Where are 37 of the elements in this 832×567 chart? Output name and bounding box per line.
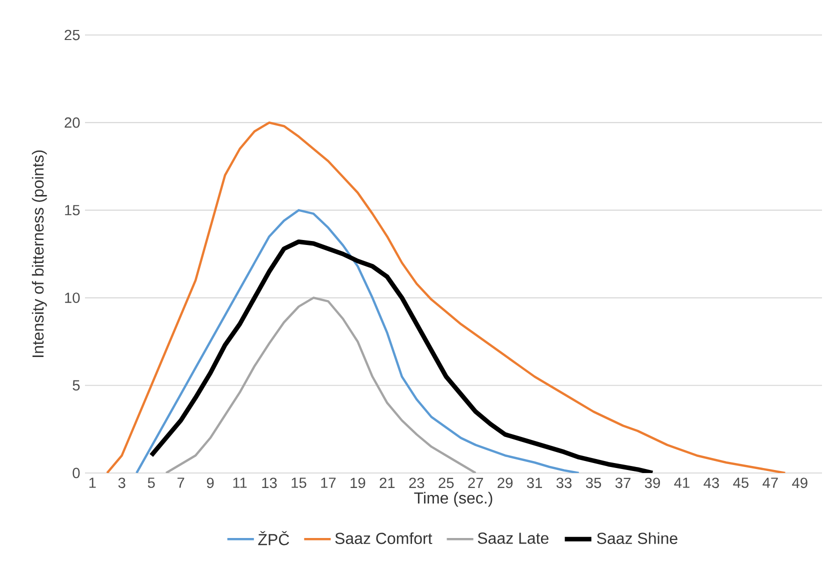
x-tick-label: 17 [321, 478, 336, 488]
y-tick-label: 0 [72, 468, 80, 478]
x-tick-label: 27 [468, 478, 484, 488]
x-tick-label: 21 [380, 478, 395, 488]
x-tick-label: 11 [233, 478, 247, 488]
y-axis-title: Intensity of bitterness (points) [32, 150, 47, 357]
x-tick-label: 25 [438, 478, 454, 488]
x-tick-label: 9 [206, 478, 214, 488]
x-tick-label: 19 [350, 478, 366, 488]
x-tick-label: 45 [733, 478, 748, 488]
x-tick-label: 39 [644, 478, 660, 488]
x-tick-label: 29 [498, 478, 513, 488]
legend-label: Saaz Shine [597, 532, 678, 544]
x-tick-label: 13 [262, 478, 277, 488]
x-tick-label: 3 [118, 478, 126, 488]
x-tick-label: 7 [177, 478, 184, 488]
legend-label: Saaz Comfort [335, 532, 432, 544]
x-tick-label: 31 [526, 478, 542, 488]
y-tick-label: 20 [64, 117, 80, 128]
x-tick-label: 41 [674, 478, 690, 488]
x-tick-label: 1 [89, 478, 96, 488]
legend-label: Saaz Late [478, 532, 548, 544]
x-tick-label: 35 [586, 478, 602, 488]
y-tick-label: 5 [72, 380, 80, 391]
x-tick-label: 15 [292, 478, 306, 488]
y-tick-label: 10 [65, 292, 80, 303]
x-axis-title: Time (sec.) [414, 492, 492, 507]
legend-label: ŽPČ [258, 531, 290, 546]
x-tick-label: 43 [704, 478, 719, 488]
x-tick-label: 33 [556, 478, 572, 488]
y-tick-label: 15 [65, 205, 80, 216]
x-tick-label: 5 [148, 478, 155, 488]
x-tick-label: 37 [615, 478, 630, 488]
x-tick-label: 49 [792, 478, 808, 488]
y-tick-label: 25 [64, 30, 80, 40]
x-tick-label: 47 [762, 478, 778, 488]
x-tick-label: 23 [409, 478, 424, 488]
